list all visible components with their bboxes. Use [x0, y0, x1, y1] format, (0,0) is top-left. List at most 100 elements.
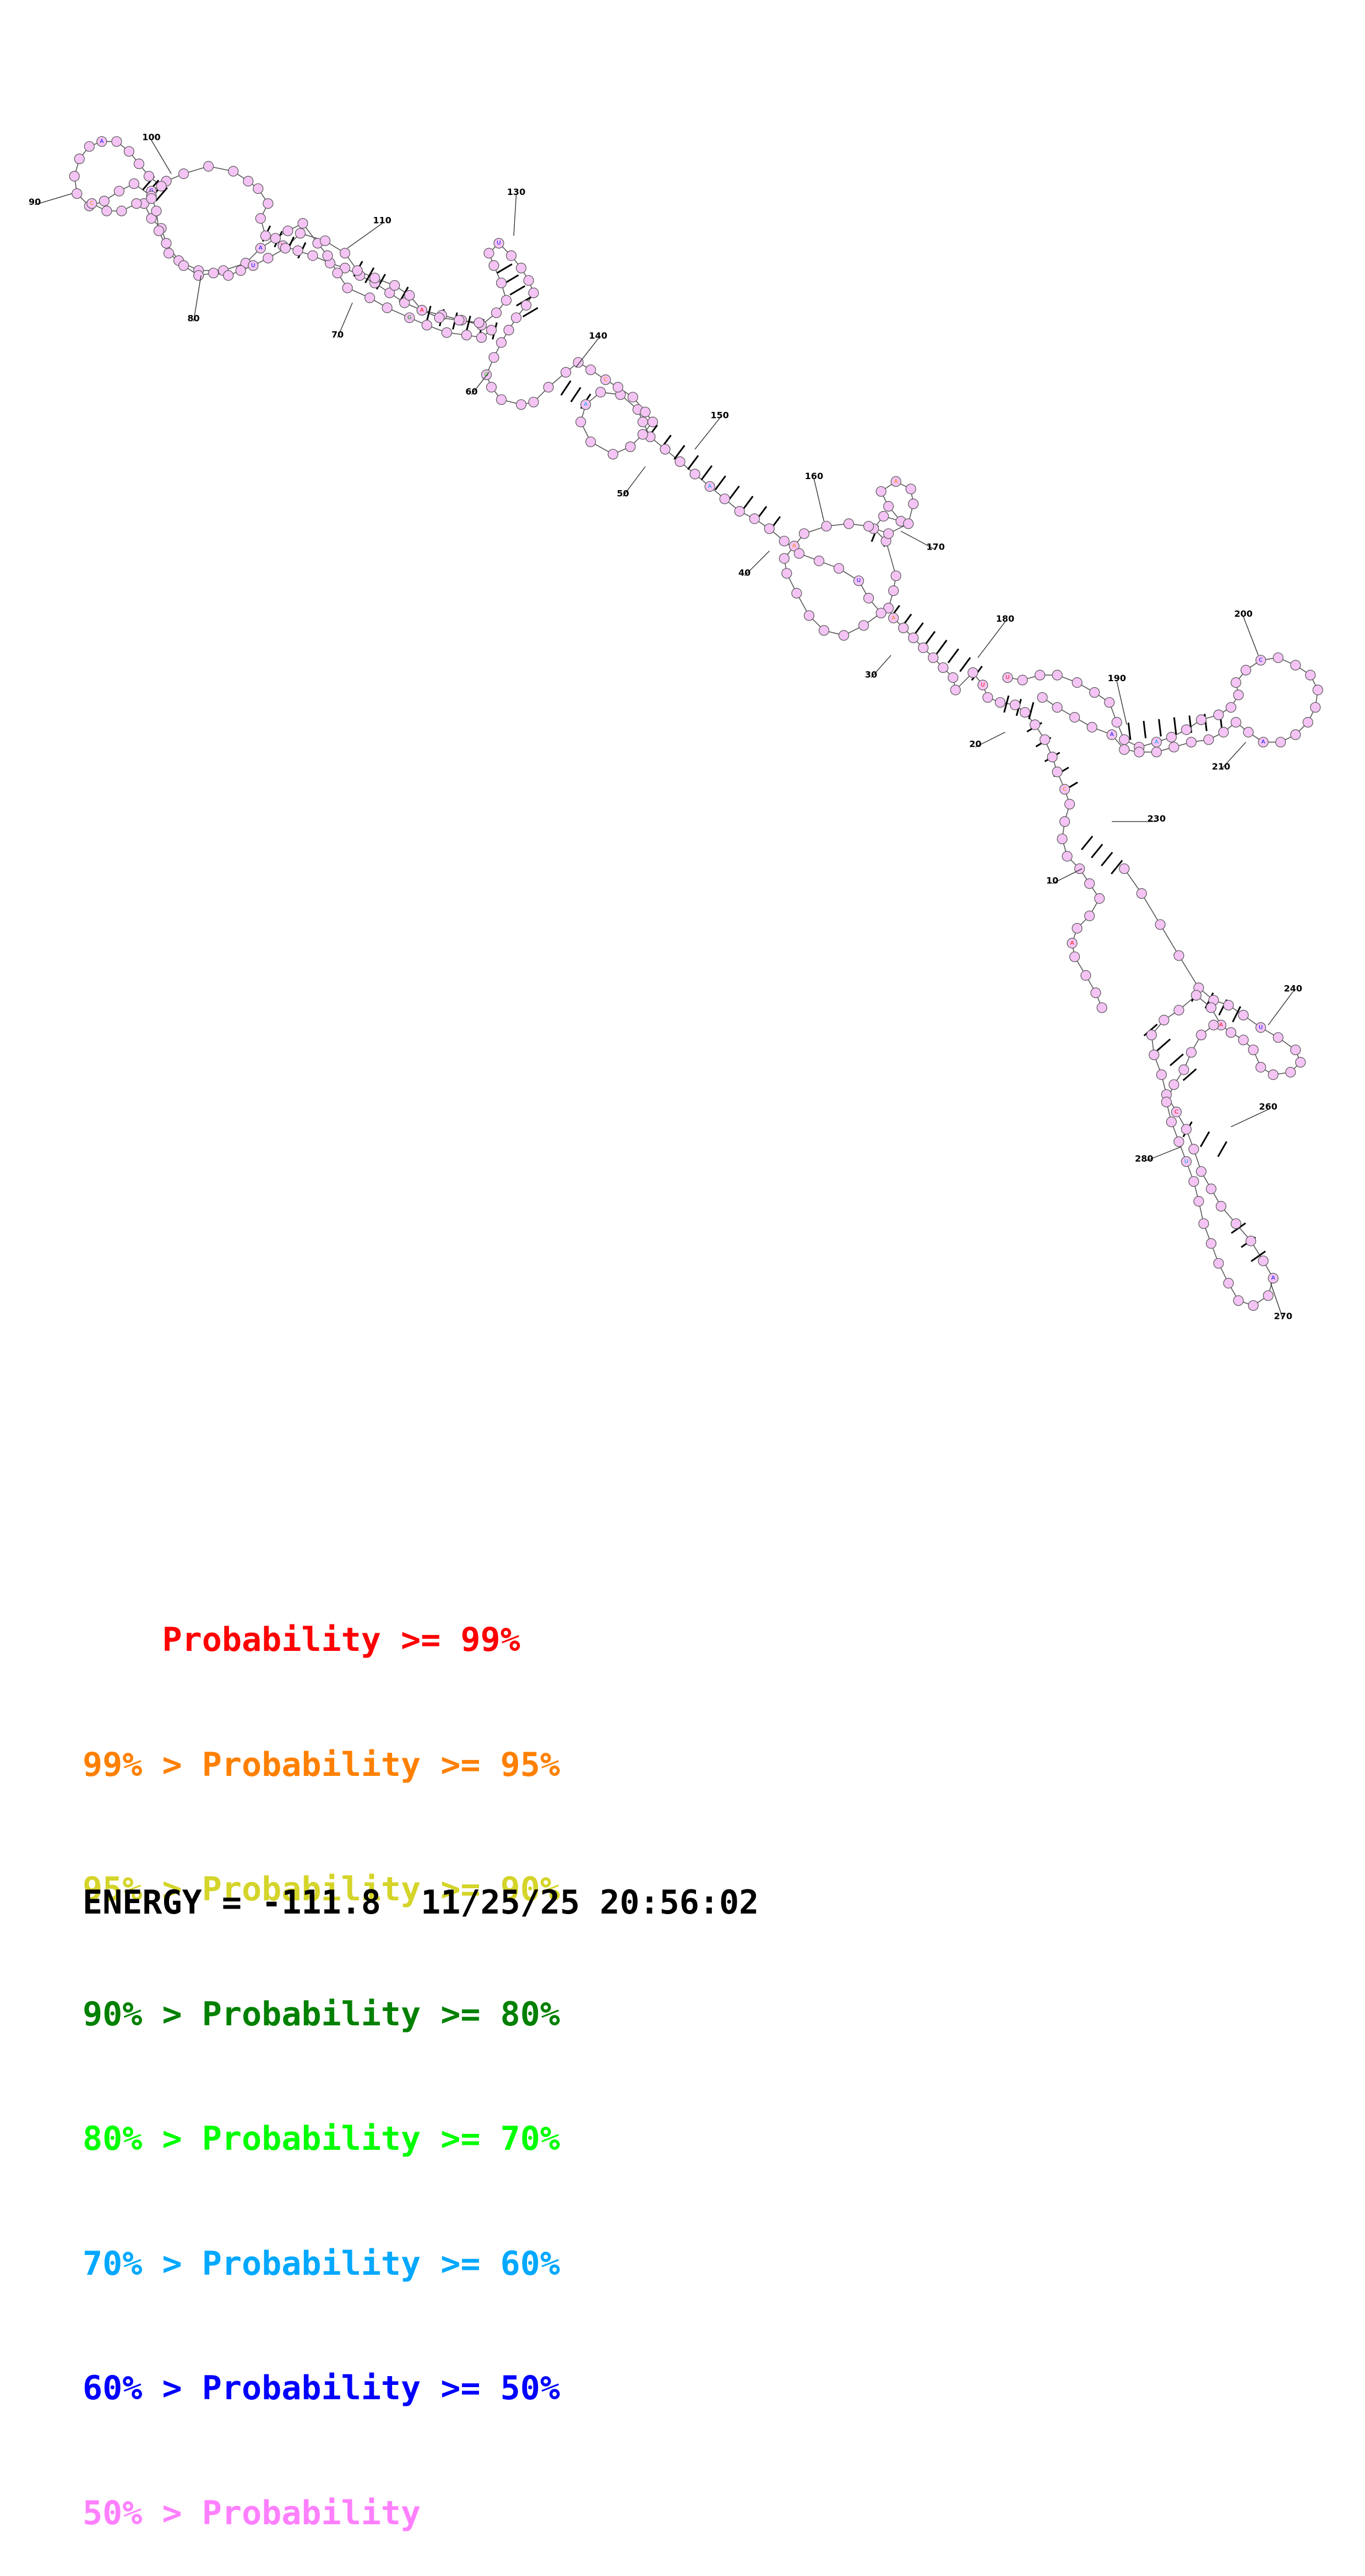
base-pair-line [1250, 1251, 1266, 1262]
legend-row-50: 60% > Probability >= 50% [83, 2369, 560, 2407]
nucleotide [791, 588, 802, 599]
nucleotide [875, 486, 887, 497]
nucleotide [660, 444, 671, 455]
nucleotide: U [493, 238, 504, 249]
nucleotide [1185, 737, 1197, 748]
nucleotide [1231, 677, 1242, 688]
nucleotide [1146, 1029, 1157, 1041]
nucleotide [193, 270, 204, 281]
nucleotide-letter: U [497, 240, 501, 246]
base-pair-line [1217, 1141, 1227, 1157]
nucleotide [883, 602, 894, 613]
nucleotide [607, 449, 618, 460]
base-pair-line [1158, 719, 1162, 737]
nucleotide [292, 245, 303, 256]
nucleotide [1173, 1004, 1184, 1016]
nucleotide: C [1171, 1106, 1182, 1117]
nucleotide [1072, 677, 1083, 688]
nucleotide [131, 198, 142, 209]
label-leader-line [34, 193, 72, 205]
nucleotide [128, 178, 139, 189]
nucleotide: U [853, 575, 864, 586]
nucleotide-letter: A [584, 401, 588, 407]
nucleotide [1231, 1218, 1242, 1229]
nucleotide [1310, 702, 1321, 713]
nucleotide [528, 287, 539, 298]
base-pair-line [496, 263, 513, 274]
legend-row-95: 99% > Probability >= 95% [83, 1745, 560, 1784]
nucleotide [1155, 919, 1166, 930]
label-leader-line [813, 479, 825, 521]
nucleotide [749, 513, 760, 524]
nucleotide [339, 263, 351, 274]
nucleotide [1119, 863, 1130, 874]
position-label: 100 [142, 132, 160, 143]
nucleotide [858, 620, 869, 631]
base-pair-line [673, 444, 686, 460]
base-pair-line [700, 465, 713, 480]
rna-structure-diagram: ACUAAAUAACGUCUGAGAUGACUACAUUACAA 1020304… [29, 132, 1323, 1322]
nucleotide [1241, 665, 1252, 676]
position-labels: 10 20 30 40 50 60 70 80 90 100 110 130 140 150 160 170 1… [29, 132, 1302, 1322]
nucleotide [1272, 1032, 1284, 1043]
nucleotide [510, 312, 522, 323]
nucleotide [1009, 699, 1021, 710]
nucleotide: A [255, 243, 266, 254]
base-pair-line [155, 187, 168, 202]
nucleotide [561, 367, 572, 378]
nucleotide [818, 625, 830, 636]
base-pair-line [1003, 695, 1010, 713]
nucleotide [595, 387, 606, 398]
label-leader-line [193, 275, 202, 322]
base-pair-line [1232, 1006, 1242, 1023]
nucleotide [322, 250, 333, 261]
nucleotide [1268, 1069, 1279, 1080]
nucleotide [146, 213, 157, 224]
nucleotide: A [1151, 737, 1162, 748]
base-pair-line [947, 648, 959, 664]
nucleotide-letter: U [1184, 1159, 1188, 1165]
position-label: 210 [1212, 761, 1230, 771]
nucleotide [382, 302, 393, 313]
base-pair-line [728, 485, 740, 501]
nucleotide [84, 141, 95, 152]
nucleotide [1246, 1236, 1257, 1247]
nucleotide [573, 357, 584, 368]
nucleotide [1272, 652, 1284, 664]
position-label: 80 [187, 313, 199, 324]
nucleotide [1017, 675, 1028, 686]
nucleotide [1243, 727, 1254, 738]
nucleotide [1134, 747, 1145, 758]
nucleotide [1233, 1295, 1244, 1306]
nucleotide [69, 171, 80, 182]
nucleotide: A [1106, 729, 1117, 740]
nucleotide: G [404, 312, 415, 323]
position-label: 30 [865, 669, 877, 680]
nucleotide [1195, 1029, 1207, 1041]
label-leader-line [871, 655, 891, 678]
nucleotide [1213, 1258, 1224, 1269]
base-pair-line [1143, 720, 1147, 738]
nucleotide [101, 205, 112, 216]
nucleotide [1019, 707, 1031, 718]
nucleotide: A [416, 305, 427, 316]
nucleotide [1248, 1300, 1259, 1311]
base-pair-line [1028, 702, 1035, 720]
label-leader-line [1144, 1146, 1182, 1162]
nucleotide [1037, 692, 1048, 703]
position-label: 40 [738, 568, 751, 578]
nucleotide [950, 684, 961, 695]
position-label: 10 [1046, 876, 1058, 886]
nucleotide [486, 324, 497, 336]
nucleotide-letter: A [708, 483, 712, 490]
nucleotide [883, 501, 894, 512]
nucleotide [1223, 1278, 1234, 1289]
nucleotide [813, 556, 825, 567]
nucleotide-letter: U [1005, 675, 1009, 681]
nucleotide [369, 273, 380, 284]
label-leader-line [151, 140, 172, 174]
nucleotide [178, 168, 189, 180]
nucleotide [1208, 1019, 1219, 1031]
nucleotide: U [977, 680, 988, 691]
nucleotide [111, 136, 122, 147]
